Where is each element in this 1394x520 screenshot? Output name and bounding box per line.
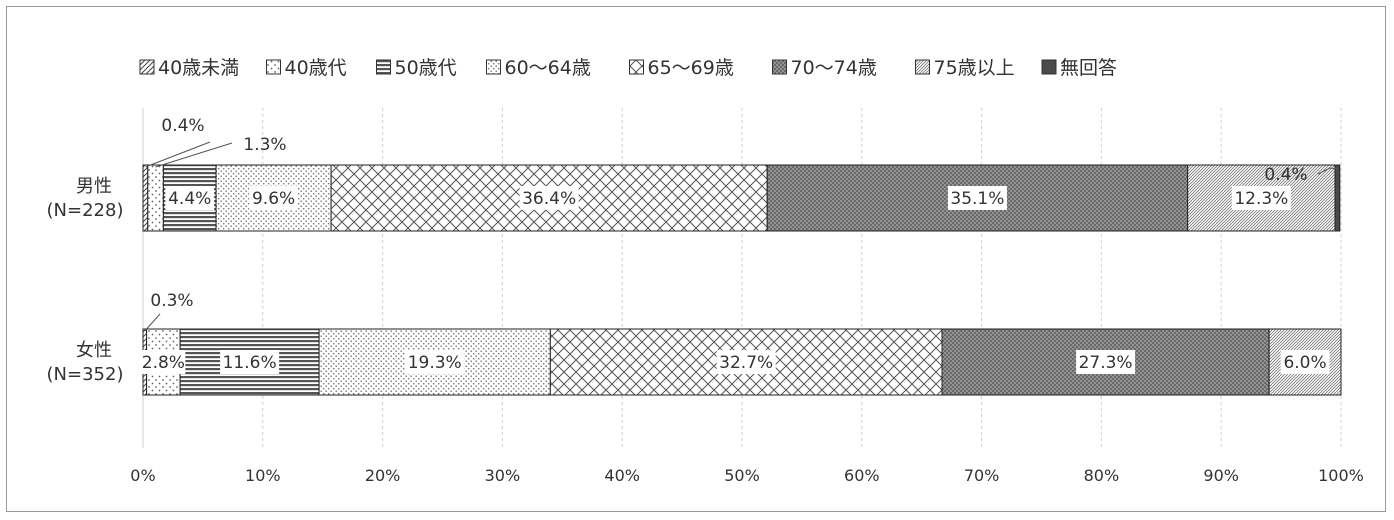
data-label-bg [947, 186, 1007, 210]
legend-swatch [376, 59, 391, 75]
data-label-bg [249, 186, 298, 210]
category-n-label: (N=352) [47, 364, 124, 385]
data-label-bg [405, 350, 465, 374]
data-label-bg [1280, 350, 1330, 374]
data-label: 19.3% [408, 353, 462, 373]
data-label: 12.3% [1234, 189, 1288, 209]
x-tick-label: 30% [485, 466, 521, 485]
legend-label: 50歳代 [395, 57, 457, 79]
bar-segment [1334, 164, 1341, 232]
data-label: 35.1% [950, 189, 1004, 209]
bar-segment [147, 164, 164, 232]
data-label-bg [220, 350, 280, 374]
leader-line [144, 313, 161, 332]
legend-label: 70～74歳 [791, 57, 877, 79]
leader-line [145, 141, 211, 168]
category-label: 女性 [76, 340, 112, 361]
category-n-label: (N=228) [47, 200, 124, 221]
leader-line [1317, 167, 1331, 175]
data-label: 32.7% [719, 353, 773, 373]
legend-label: 無回答 [1060, 57, 1117, 79]
data-label: 0.4% [161, 116, 204, 136]
data-label: 27.3% [1079, 353, 1133, 373]
legend-label: 75歳以上 [934, 57, 1015, 79]
legend-swatch [266, 59, 281, 75]
x-tick-label: 20% [365, 466, 401, 485]
data-labels: 4.4% 9.6% 36.4% 35.1% 12.3% 11.6% 19.3% 32.7% 27… [141, 116, 1339, 374]
legend-label: 60～64歳 [505, 57, 591, 79]
legend-swatch [1041, 59, 1057, 75]
data-label-bg [165, 186, 214, 210]
chart-frame [6, 6, 1386, 512]
x-axis: 0% 10% 20% 30% 40% 50% 60% 70% 80% 90% 100% 男性 (N=22… [47, 176, 1364, 485]
data-label-bg [1231, 186, 1291, 210]
x-tick-label: 40% [604, 466, 640, 485]
bar-segment [142, 164, 149, 232]
legend-label: 65～69歳 [648, 57, 734, 79]
data-label: 1.3% [243, 135, 286, 155]
category-label: 男性 [76, 176, 112, 197]
x-tick-label: 90% [1203, 466, 1239, 485]
data-label-bg [1076, 350, 1136, 374]
x-tick-label: 0% [130, 466, 155, 485]
x-tick-label: 10% [245, 466, 281, 485]
x-tick-label: 60% [844, 466, 880, 485]
x-tick-label: 100% [1318, 466, 1364, 485]
data-label-bg [716, 350, 776, 374]
x-tick-label: 70% [964, 466, 1000, 485]
x-tick-label: 80% [1084, 466, 1120, 485]
data-label: 0.4% [1264, 165, 1307, 185]
x-tick-label: 50% [724, 466, 760, 485]
data-label: 9.6% [252, 189, 295, 209]
data-label: 0.3% [150, 291, 193, 311]
legend-label: 40歳未満 [158, 57, 239, 79]
legend: 40歳未満 40歳代 50歳代 60～64歳 65～69歳 70～74歳 75歳以上 無回答 [139, 57, 1117, 79]
legend-swatch [139, 59, 155, 75]
data-label-bg [141, 350, 186, 374]
data-label: 6.0% [1283, 353, 1326, 373]
legend-swatch [772, 59, 787, 75]
data-label: 36.4% [522, 189, 576, 209]
data-label: 11.6% [223, 353, 277, 373]
legend-swatch [486, 59, 501, 75]
data-label-bg [519, 186, 579, 210]
leader-line [155, 142, 233, 168]
data-label: 4.4% [168, 189, 211, 209]
leader-line [1329, 167, 1339, 170]
data-label: 2.8% [142, 353, 185, 373]
legend-swatch [629, 59, 644, 75]
legend-swatch [915, 59, 930, 75]
legend-label: 40歳代 [285, 57, 347, 79]
gridlines [142, 108, 1342, 448]
